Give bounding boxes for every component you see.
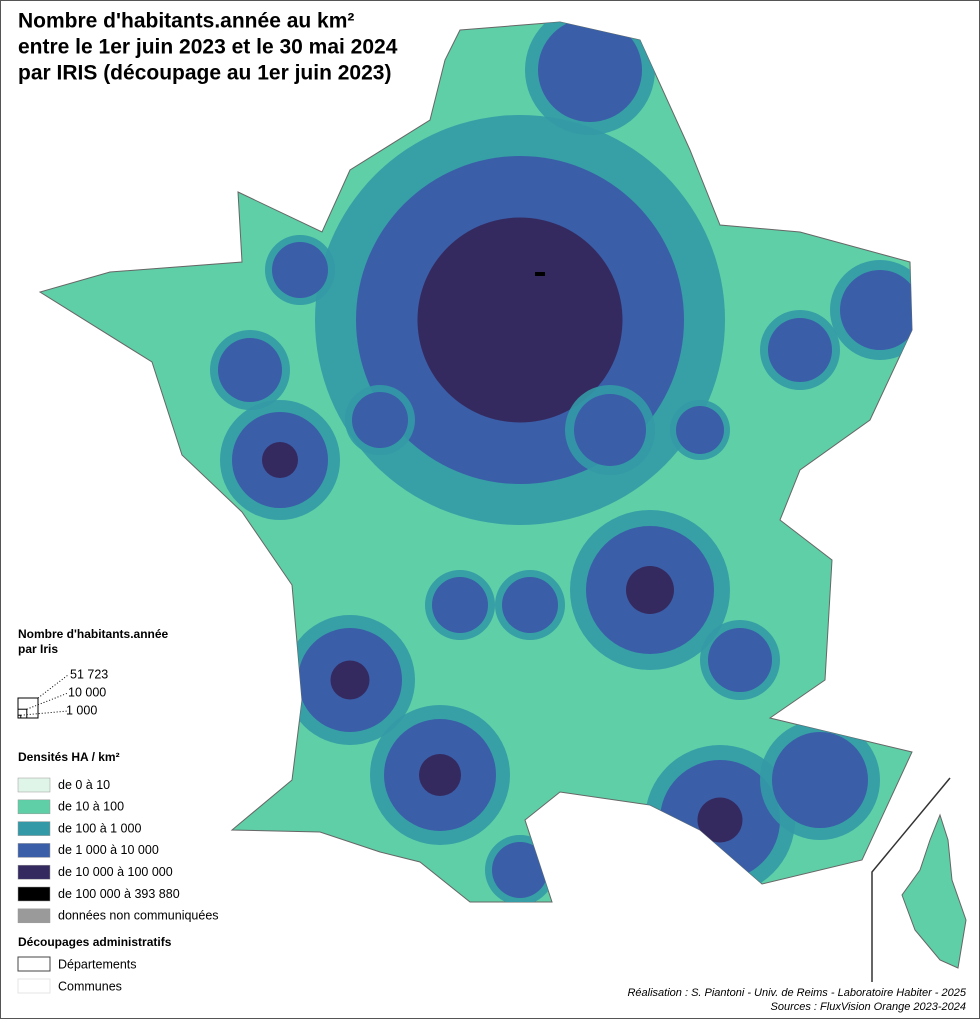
legend-label: Communes — [58, 979, 122, 993]
density-core — [535, 272, 545, 276]
density-ring — [768, 318, 832, 382]
class-label: de 10 000 à 100 000 — [58, 865, 173, 879]
legend-title: Nombre d'habitants.année — [18, 627, 169, 641]
class-label: de 100 à 1 000 — [58, 821, 141, 835]
class-label: données non communiquées — [58, 909, 219, 923]
density-ring — [708, 628, 772, 692]
size-square — [17, 714, 22, 719]
legend-title: par Iris — [18, 642, 58, 656]
class-swatch — [17, 864, 51, 880]
corsica-inset-line — [871, 777, 951, 982]
legend-title: Découpages administratifs — [18, 935, 172, 949]
legend-label: Départements — [58, 957, 137, 971]
communes-swatch — [17, 978, 51, 994]
size-square — [17, 697, 39, 719]
legend-title: Densités HA / km² — [18, 750, 120, 764]
density-core — [697, 797, 743, 843]
departements-swatch — [17, 956, 51, 972]
density-ring — [840, 270, 912, 350]
size-label: 51 723 — [70, 667, 108, 681]
leader — [20, 710, 69, 716]
density-ring — [492, 842, 548, 898]
size-label: 1 000 — [66, 703, 97, 717]
title-line: Nombre d'habitants.année au km² — [18, 10, 354, 33]
class-swatch — [17, 886, 51, 902]
leader — [37, 674, 69, 699]
density-ring — [574, 394, 646, 466]
class-swatch — [17, 777, 51, 793]
density-core — [262, 442, 298, 478]
density-ring — [538, 22, 642, 122]
cartogram — [38, 21, 967, 969]
credit: Sources : FluxVision Orange 2023-2024 — [771, 1001, 966, 1013]
class-label: de 100 000 à 393 880 — [58, 887, 180, 901]
size-square — [17, 708, 28, 719]
class-label: de 10 à 100 — [58, 800, 124, 814]
class-label: de 1 000 à 10 000 — [58, 843, 159, 857]
density-ring — [772, 732, 868, 828]
class-swatch — [17, 908, 51, 924]
title-line: par IRIS (découpage au 1er juin 2023) — [18, 62, 391, 85]
density-ring — [352, 392, 408, 448]
size-legend: 51 723 10 000 1 000 — [17, 667, 108, 719]
credit: Réalisation : S. Piantoni - Univ. de Rei… — [627, 987, 966, 999]
class-swatch — [17, 821, 51, 836]
corsica — [901, 813, 967, 969]
density-blobs — [210, 22, 912, 902]
density-ring — [502, 577, 558, 633]
density-core — [417, 217, 623, 423]
density-ring — [676, 406, 724, 454]
class-swatch — [17, 799, 51, 815]
density-ring — [432, 577, 488, 633]
density-ring — [272, 242, 328, 298]
density-ring — [218, 338, 282, 402]
class-label: de 0 à 10 — [58, 778, 110, 792]
leader — [26, 692, 69, 710]
density-core — [330, 660, 370, 700]
size-label: 10 000 — [68, 685, 106, 699]
title-line: entre le 1er juin 2023 et le 30 mai 2024 — [18, 36, 398, 59]
class-swatch — [17, 843, 51, 858]
density-core — [419, 754, 461, 796]
density-legend: de 0 à 10 de 10 à 100 de 100 à 1 000 de 1 0… — [17, 777, 219, 924]
density-core — [626, 566, 674, 614]
